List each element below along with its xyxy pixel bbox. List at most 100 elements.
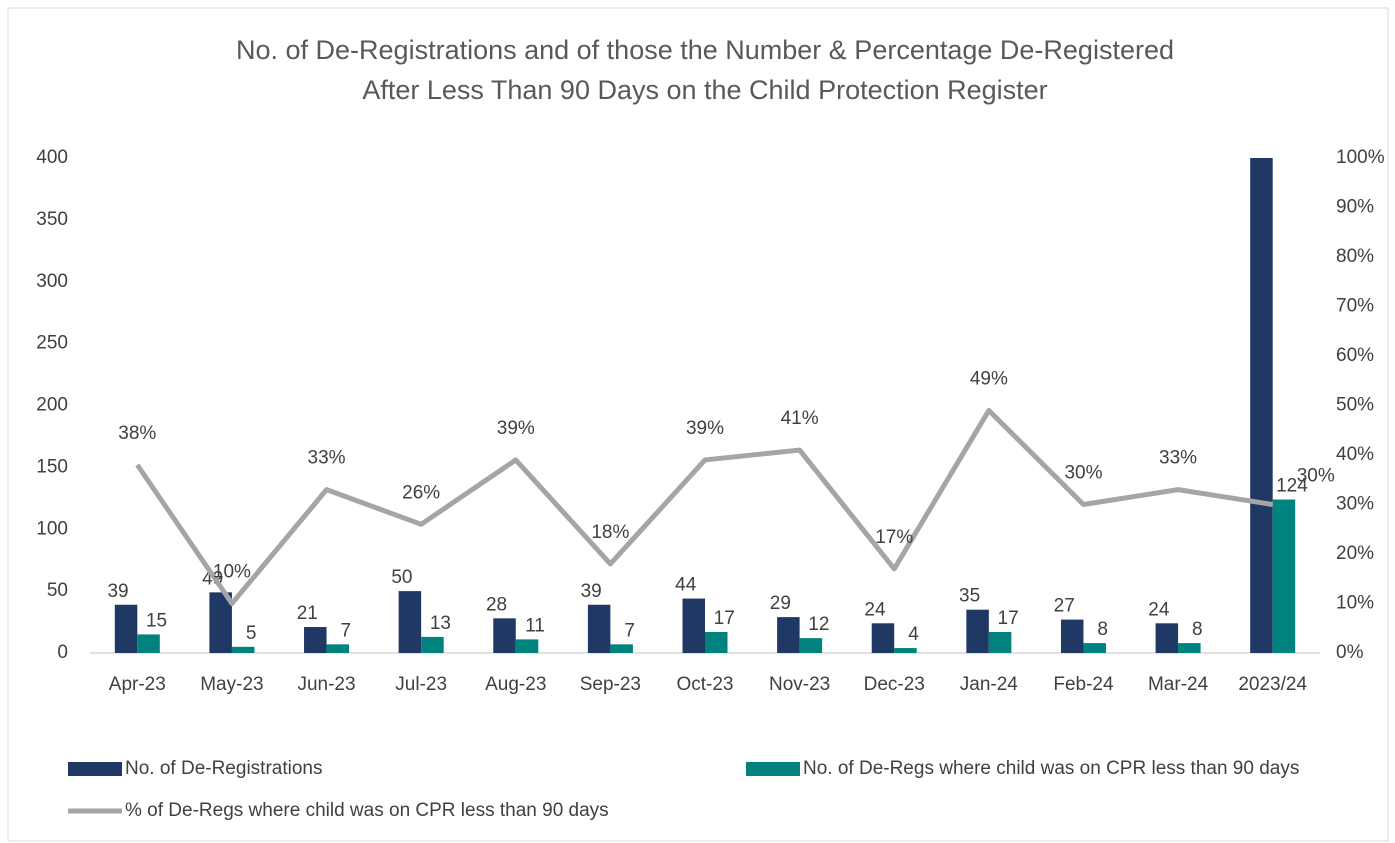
bar-value-label: 29: [770, 593, 791, 614]
bar: [398, 591, 422, 653]
bar: [493, 618, 516, 653]
bar: [421, 636, 444, 653]
x-tick-label: Aug-23: [485, 674, 546, 695]
y2-tick-label: 100%: [1336, 147, 1385, 168]
bar-value-label: 24: [1148, 599, 1170, 620]
bar: [209, 592, 232, 653]
x-tick-label: Jan-24: [960, 674, 1019, 695]
bar: [705, 631, 728, 653]
bar: [966, 609, 989, 653]
y2-tick-label: 20%: [1336, 543, 1374, 564]
line: [135, 407, 1274, 606]
bar-value-label: 7: [340, 620, 351, 641]
y2-tick-label: 40%: [1336, 444, 1374, 465]
x-tick-label: Jul-23: [395, 674, 447, 695]
line-value-label: 39%: [497, 418, 535, 439]
bar-value-label: 44: [675, 575, 697, 596]
bar-value-label: 35: [959, 586, 980, 607]
x-tick-label: May-23: [200, 674, 263, 695]
line-value-label: 33%: [1159, 448, 1197, 469]
bar: [871, 623, 895, 653]
bar: [137, 634, 160, 653]
line-value-label: 30%: [1064, 463, 1102, 484]
x-tick-label: Nov-23: [769, 674, 830, 695]
bar: [1083, 643, 1106, 653]
bar: [777, 617, 800, 653]
bar: [326, 644, 350, 653]
y2-tick-label: 90%: [1336, 197, 1374, 218]
y-tick-label: 150: [36, 456, 68, 477]
bar: [1155, 623, 1179, 653]
bar: [1060, 619, 1084, 653]
bar: [799, 638, 823, 653]
chart-title: No. of De-Registrations and of those the…: [236, 35, 1174, 65]
bar-value-label: 7: [624, 620, 635, 641]
y-tick-label: 250: [36, 333, 68, 354]
y-tick-label: 400: [36, 147, 68, 168]
bar-value-label: 21: [297, 603, 318, 624]
legend-swatch: [746, 762, 800, 776]
bar-value-label: 17: [714, 608, 735, 629]
y-tick-label: 350: [36, 209, 68, 230]
y2-tick-label: 30%: [1336, 494, 1374, 515]
y2-tick-label: 70%: [1336, 296, 1374, 317]
bar-value-label: 17: [998, 608, 1019, 629]
legend-label: No. of De-Registrations: [125, 758, 322, 779]
line-value-label: 39%: [686, 418, 724, 439]
line-value-label: 49%: [970, 368, 1008, 389]
y2-tick-label: 50%: [1336, 395, 1374, 416]
bar: [1272, 499, 1296, 653]
x-tick-label: Jun-23: [297, 674, 355, 695]
bar-value-label: 24: [864, 599, 886, 620]
legend-swatch: [68, 762, 122, 776]
x-tick-label: Mar-24: [1148, 674, 1209, 695]
y2-tick-label: 10%: [1336, 593, 1374, 614]
bar: [304, 627, 327, 653]
line-value-label: 30%: [1297, 466, 1335, 487]
line-value-label: 18%: [591, 522, 629, 543]
bar-value-label: 15: [146, 610, 167, 631]
bar-value-label: 39: [581, 581, 602, 602]
bar-value-label: 5: [246, 623, 257, 644]
x-tick-label: Feb-24: [1053, 674, 1114, 695]
bar-value-label: 8: [1097, 619, 1108, 640]
y2-tick-label: 60%: [1336, 345, 1374, 366]
bar-value-label: 8: [1192, 619, 1203, 640]
legend-label: No. of De-Regs where child was on CPR le…: [803, 758, 1299, 779]
bar-value-label: 124: [1276, 476, 1308, 497]
bar-value-label: 27: [1054, 596, 1075, 617]
line-value-label: 10%: [213, 562, 251, 583]
x-tick-label: 2023/24: [1238, 674, 1307, 695]
line-value-label: 17%: [875, 527, 913, 548]
bar: [231, 646, 255, 653]
plot-area: [114, 158, 1296, 654]
y-tick-label: 300: [36, 271, 68, 292]
y2-tick-label: 80%: [1336, 246, 1374, 267]
bar-value-label: 28: [486, 594, 507, 615]
bar: [587, 604, 611, 653]
y-tick-label: 100: [36, 518, 68, 539]
x-tick-label: Dec-23: [864, 674, 925, 695]
bar: [1178, 643, 1201, 653]
bar: [610, 644, 633, 653]
x-tick-label: Sep-23: [580, 674, 641, 695]
line-value-label: 38%: [118, 423, 156, 444]
bar-value-label: 50: [391, 567, 412, 588]
line-value-label: 33%: [308, 448, 346, 469]
x-tick-label: Apr-23: [109, 674, 166, 695]
y-tick-label: 50: [47, 580, 68, 601]
bar: [988, 631, 1012, 653]
bar: [114, 604, 138, 653]
chart-frame: [7, 7, 1389, 842]
y-tick-label: 0: [57, 642, 68, 663]
bar-value-label: 11: [525, 615, 545, 636]
chart-title: After Less Than 90 Days on the Child Pro…: [362, 75, 1047, 105]
y-tick-label: 200: [36, 395, 68, 416]
x-tick-label: Oct-23: [676, 674, 733, 695]
bar: [682, 598, 705, 653]
bar: [894, 648, 917, 653]
legend-label: % of De-Regs where child was on CPR less…: [125, 800, 609, 821]
bar-value-label: 39: [107, 581, 128, 602]
bar: [515, 639, 539, 653]
